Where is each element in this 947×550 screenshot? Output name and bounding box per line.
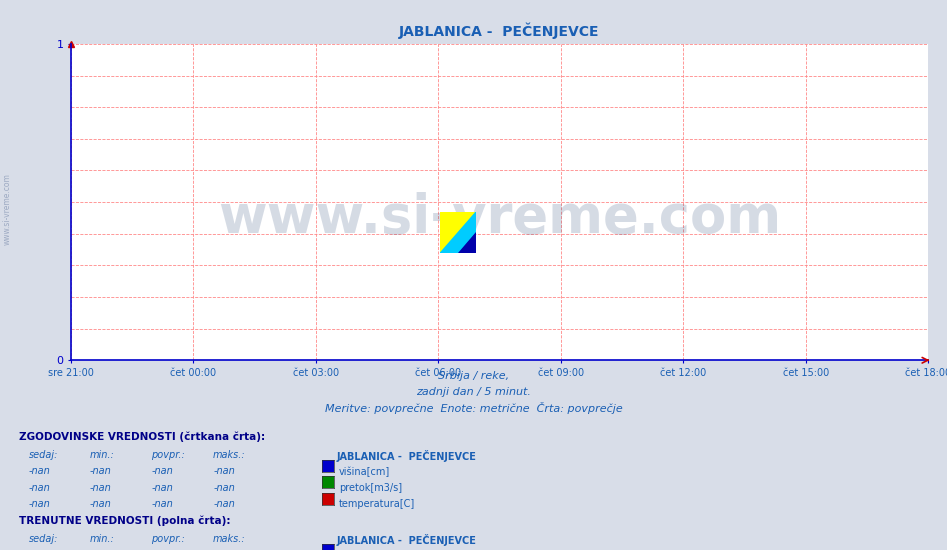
Polygon shape (440, 212, 476, 253)
Polygon shape (458, 232, 476, 253)
Text: www.si-vreme.com: www.si-vreme.com (3, 173, 12, 245)
Text: pretok[m3/s]: pretok[m3/s] (339, 483, 402, 493)
Text: JABLANICA -  PEČENJEVCE: JABLANICA - PEČENJEVCE (336, 450, 476, 462)
Text: -nan: -nan (28, 499, 50, 509)
Text: min.:: min.: (90, 534, 115, 544)
Text: maks.:: maks.: (213, 450, 245, 460)
Text: -nan: -nan (28, 483, 50, 493)
Text: -nan: -nan (152, 499, 173, 509)
Text: višina[cm]: višina[cm] (339, 466, 390, 477)
Text: -nan: -nan (213, 499, 235, 509)
Text: min.:: min.: (90, 450, 115, 460)
Text: povpr.:: povpr.: (152, 450, 186, 460)
Title: JABLANICA -  PEČENJEVCE: JABLANICA - PEČENJEVCE (400, 22, 599, 38)
Text: sedaj:: sedaj: (28, 450, 58, 460)
Text: maks.:: maks.: (213, 534, 245, 544)
Text: -nan: -nan (90, 499, 112, 509)
Text: www.si-vreme.com: www.si-vreme.com (218, 192, 781, 244)
Text: -nan: -nan (28, 466, 50, 476)
Text: -nan: -nan (90, 466, 112, 476)
Text: -nan: -nan (213, 466, 235, 476)
Text: JABLANICA -  PEČENJEVCE: JABLANICA - PEČENJEVCE (336, 534, 476, 546)
Text: -nan: -nan (213, 483, 235, 493)
Text: -nan: -nan (152, 483, 173, 493)
Text: ZGODOVINSKE VREDNOSTI (črtkana črta):: ZGODOVINSKE VREDNOSTI (črtkana črta): (19, 432, 265, 442)
Text: Srbija / reke,: Srbija / reke, (438, 371, 509, 381)
Text: -nan: -nan (90, 483, 112, 493)
Text: temperatura[C]: temperatura[C] (339, 499, 416, 509)
Text: sedaj:: sedaj: (28, 534, 58, 544)
Text: povpr.:: povpr.: (152, 534, 186, 544)
Polygon shape (440, 212, 476, 253)
Text: TRENUTNE VREDNOSTI (polna črta):: TRENUTNE VREDNOSTI (polna črta): (19, 516, 230, 526)
Text: -nan: -nan (152, 466, 173, 476)
Text: zadnji dan / 5 minut.: zadnji dan / 5 minut. (416, 387, 531, 397)
Text: Meritve: povprečne  Enote: metrične  Črta: povprečje: Meritve: povprečne Enote: metrične Črta:… (325, 402, 622, 414)
